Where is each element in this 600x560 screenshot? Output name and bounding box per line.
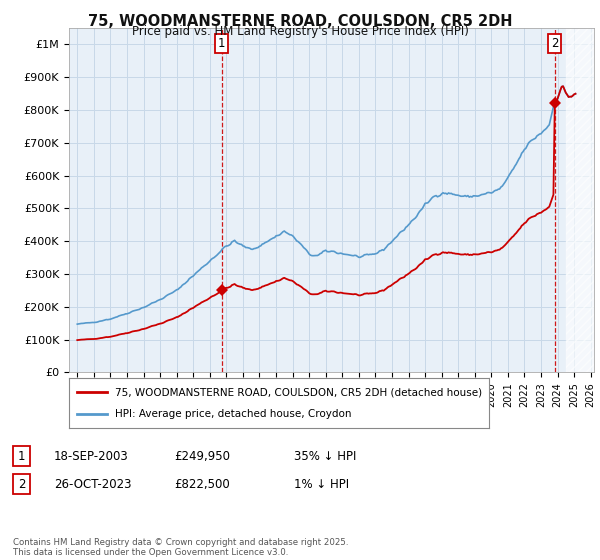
Text: Contains HM Land Registry data © Crown copyright and database right 2025.
This d: Contains HM Land Registry data © Crown c… bbox=[13, 538, 349, 557]
Text: £822,500: £822,500 bbox=[174, 478, 230, 491]
Text: 75, WOODMANSTERNE ROAD, COULSDON, CR5 2DH: 75, WOODMANSTERNE ROAD, COULSDON, CR5 2D… bbox=[88, 14, 512, 29]
Text: 75, WOODMANSTERNE ROAD, COULSDON, CR5 2DH (detached house): 75, WOODMANSTERNE ROAD, COULSDON, CR5 2D… bbox=[115, 387, 482, 397]
Text: £249,950: £249,950 bbox=[174, 450, 230, 463]
Text: 18-SEP-2003: 18-SEP-2003 bbox=[54, 450, 129, 463]
Bar bbox=[566, 28, 594, 372]
Text: 26-OCT-2023: 26-OCT-2023 bbox=[54, 478, 131, 491]
Text: 1% ↓ HPI: 1% ↓ HPI bbox=[294, 478, 349, 491]
Text: 2: 2 bbox=[551, 37, 559, 50]
Text: HPI: Average price, detached house, Croydon: HPI: Average price, detached house, Croy… bbox=[115, 409, 352, 419]
Text: 1: 1 bbox=[18, 450, 25, 463]
Text: 1: 1 bbox=[218, 37, 226, 50]
Text: 2: 2 bbox=[18, 478, 25, 491]
Text: Price paid vs. HM Land Registry's House Price Index (HPI): Price paid vs. HM Land Registry's House … bbox=[131, 25, 469, 38]
Text: 35% ↓ HPI: 35% ↓ HPI bbox=[294, 450, 356, 463]
